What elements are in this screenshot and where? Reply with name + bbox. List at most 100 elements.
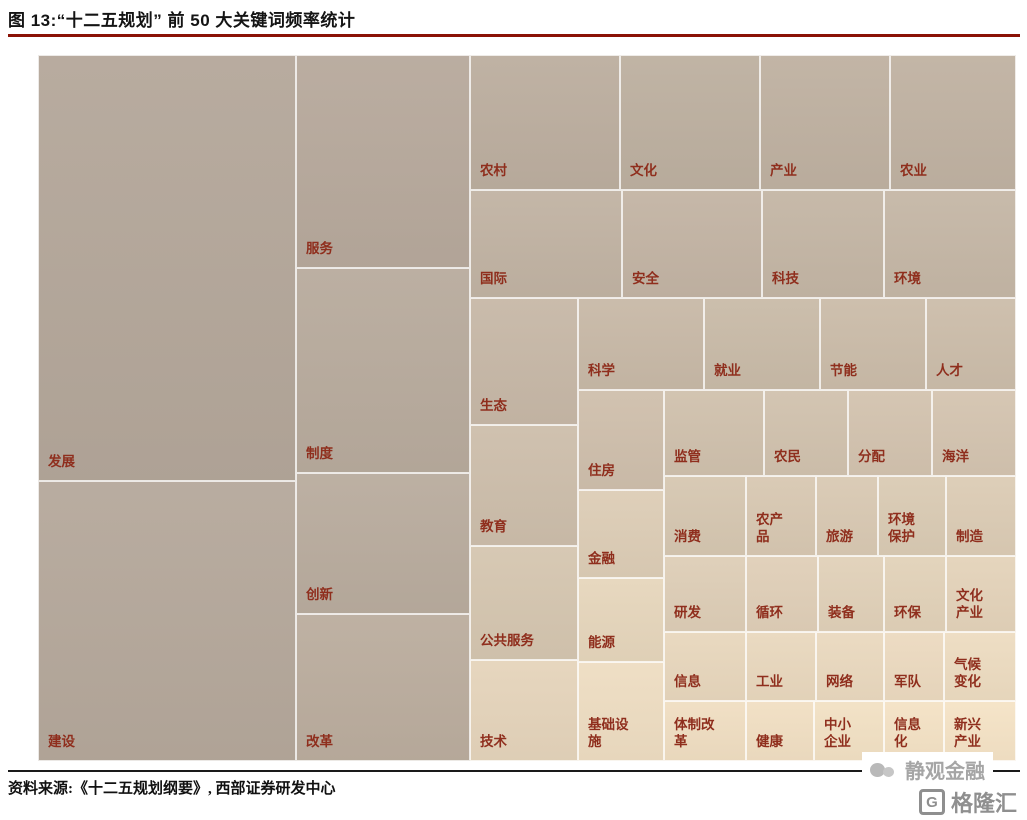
treemap-cell: 网络: [816, 632, 884, 701]
treemap-cell: 农业: [890, 55, 1016, 190]
treemap-cell-label: 服务: [306, 241, 333, 257]
treemap-cell: 农村: [470, 55, 620, 190]
treemap-cell: 文化 产业: [946, 556, 1016, 632]
treemap-cell-label: 农民: [774, 449, 801, 465]
treemap-cell: 改革: [296, 614, 470, 761]
treemap-cell: 环境 保护: [878, 476, 946, 556]
treemap-cell: 人才: [926, 298, 1016, 390]
treemap-cell: 环境: [884, 190, 1016, 298]
treemap-cell-label: 环境 保护: [888, 511, 915, 545]
treemap-cell: 分配: [848, 390, 932, 476]
treemap-cell: 服务: [296, 55, 470, 268]
treemap-cell-label: 能源: [588, 635, 615, 651]
treemap-cell: 新兴 产业: [944, 701, 1016, 761]
treemap-cell-label: 创新: [306, 587, 333, 603]
treemap-cell-label: 文化 产业: [956, 587, 983, 621]
treemap-cell: 循环: [746, 556, 818, 632]
treemap-cell-label: 旅游: [826, 529, 853, 545]
treemap-cell-label: 监管: [674, 449, 701, 465]
treemap-cell-label: 就业: [714, 363, 741, 379]
treemap-cell: 建设: [38, 481, 296, 761]
treemap-cell-label: 研发: [674, 605, 701, 621]
treemap-cell-label: 建设: [48, 734, 75, 750]
treemap-cell: 体制改 革: [664, 701, 746, 761]
treemap-cell: 公共服务: [470, 546, 578, 660]
treemap-cell-label: 中小 企业: [824, 716, 851, 750]
treemap-cell-label: 军队: [894, 674, 921, 690]
watermark-gelonghui: G 格隆汇: [918, 786, 1017, 818]
treemap-cell-label: 科学: [588, 363, 615, 379]
treemap-cell: 装备: [818, 556, 884, 632]
treemap-cell-label: 节能: [830, 363, 857, 379]
treemap-cell: 基础设 施: [578, 662, 664, 761]
treemap-cell-label: 教育: [480, 519, 507, 535]
treemap-cell: 信息: [664, 632, 746, 701]
treemap-cell: 节能: [820, 298, 926, 390]
treemap-cell-label: 体制改 革: [674, 716, 715, 750]
treemap-cell-label: 信息: [674, 674, 701, 690]
treemap-cell: 军队: [884, 632, 944, 701]
treemap-cell-label: 生态: [480, 398, 507, 414]
treemap-cell-label: 网络: [826, 674, 853, 690]
treemap-cell: 旅游: [816, 476, 878, 556]
treemap-cell: 发展: [38, 55, 296, 481]
treemap-cell: 海洋: [932, 390, 1016, 476]
treemap-cell-label: 国际: [480, 271, 507, 287]
treemap-cell: 生态: [470, 298, 578, 425]
treemap-cell-label: 改革: [306, 734, 333, 750]
treemap-cell: 金融: [578, 490, 664, 578]
treemap-cell-label: 文化: [630, 163, 657, 179]
treemap-cell-label: 农产 品: [756, 511, 783, 545]
treemap-cell-label: 产业: [770, 163, 797, 179]
treemap-cell: 国际: [470, 190, 622, 298]
treemap-cell: 农民: [764, 390, 848, 476]
treemap-cell: 安全: [622, 190, 762, 298]
gelonghui-text: 格隆汇: [950, 791, 1017, 816]
treemap-cell-label: 农业: [900, 163, 927, 179]
treemap-cell-label: 技术: [480, 734, 507, 750]
watermark-text: 静观金融: [905, 761, 985, 783]
treemap-cell-label: 人才: [936, 363, 963, 379]
treemap-cell: 气候 变化: [944, 632, 1016, 701]
treemap-cell-label: 循环: [756, 605, 783, 621]
treemap-cell-label: 发展: [48, 454, 75, 470]
treemap-cell-label: 分配: [858, 449, 885, 465]
source-text: 资料来源:《十二五规划纲要》, 西部证券研发中心: [8, 781, 336, 797]
treemap-cell-label: 公共服务: [480, 633, 534, 649]
treemap-chart: 发展建设 服务制度创新改革 农村 文化 产业 农业国际 安全 科技 环境生态 科学 就业 节能 人才教育…: [38, 55, 1016, 761]
treemap-cell: 住房: [578, 390, 664, 490]
treemap-cell: 制造: [946, 476, 1016, 556]
treemap-cell: 农产 品: [746, 476, 816, 556]
treemap-cell: 监管: [664, 390, 764, 476]
treemap-cell: 制度: [296, 268, 470, 473]
treemap-cell: 工业: [746, 632, 816, 701]
treemap-cell-label: 农村: [480, 163, 507, 179]
title-divider: [8, 34, 1020, 37]
treemap-cell-label: 气候 变化: [954, 656, 981, 690]
chat-bubbles-icon: [870, 760, 897, 780]
treemap-cell-label: 消费: [674, 529, 701, 545]
treemap-cell: 技术: [470, 660, 578, 761]
gelonghui-logo-icon: G: [918, 789, 945, 815]
treemap-cell: 教育: [470, 425, 578, 546]
treemap-cell-label: 信息 化: [894, 716, 921, 750]
treemap-cell-label: 新兴 产业: [954, 716, 981, 750]
treemap-cell: 能源: [578, 578, 664, 662]
treemap-cell-label: 环境: [894, 271, 921, 287]
treemap-cell-label: 环保: [894, 605, 921, 621]
treemap-cell: 就业: [704, 298, 820, 390]
treemap-cell-label: 科技: [772, 271, 799, 287]
treemap-cell-label: 装备: [828, 605, 855, 621]
treemap-cell-label: 制度: [306, 446, 333, 462]
treemap-cell: 信息 化: [884, 701, 944, 761]
treemap-cell-label: 海洋: [942, 449, 969, 465]
treemap-cell: 科学: [578, 298, 704, 390]
footer-divider: [8, 770, 1020, 772]
treemap-cell-label: 基础设 施: [588, 716, 629, 750]
treemap-cell: 科技: [762, 190, 884, 298]
treemap-cell: 产业: [760, 55, 890, 190]
treemap-cell: 文化: [620, 55, 760, 190]
treemap-cell-label: 制造: [956, 529, 983, 545]
treemap-cell: 创新: [296, 473, 470, 614]
